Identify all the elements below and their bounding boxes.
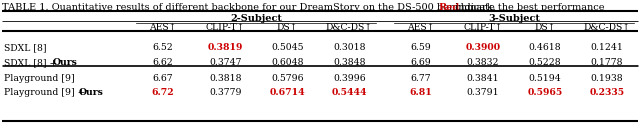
Text: AES↑: AES↑ [149, 23, 177, 32]
Text: SDXL [8]: SDXL [8] [4, 43, 47, 52]
Text: 0.3747: 0.3747 [209, 58, 241, 67]
Text: 0.5194: 0.5194 [529, 74, 561, 83]
Text: CLIP-T↑: CLIP-T↑ [463, 23, 502, 32]
Text: D&C-DS↑: D&C-DS↑ [584, 23, 630, 32]
Text: DS↑: DS↑ [534, 23, 556, 32]
Text: 0.3818: 0.3818 [209, 74, 241, 83]
Text: SDXL [8] +: SDXL [8] + [4, 58, 60, 67]
Text: 0.3779: 0.3779 [209, 88, 241, 97]
Text: 6.62: 6.62 [153, 58, 173, 67]
Text: Playground [9] +: Playground [9] + [4, 88, 88, 97]
Text: 0.1778: 0.1778 [591, 58, 623, 67]
Text: 0.3832: 0.3832 [467, 58, 499, 67]
Text: 0.6048: 0.6048 [271, 58, 303, 67]
Text: DS↑: DS↑ [276, 23, 298, 32]
Text: Ours: Ours [52, 58, 77, 67]
Text: 0.3848: 0.3848 [333, 58, 365, 67]
Text: CLIP-T↑: CLIP-T↑ [205, 23, 245, 32]
Text: 0.3841: 0.3841 [467, 74, 499, 83]
Text: 6.77: 6.77 [410, 74, 431, 83]
Text: indicate the best performance: indicate the best performance [452, 3, 605, 12]
Text: 0.5045: 0.5045 [271, 43, 303, 52]
Text: 0.3018: 0.3018 [333, 43, 365, 52]
Text: Ours: Ours [79, 88, 104, 97]
Text: 6.52: 6.52 [153, 43, 173, 52]
Text: 0.5444: 0.5444 [332, 88, 367, 97]
Text: 6.67: 6.67 [153, 74, 173, 83]
Text: 0.3900: 0.3900 [465, 43, 500, 52]
Text: AES↑: AES↑ [407, 23, 435, 32]
Text: 0.3819: 0.3819 [207, 43, 243, 52]
Text: Playground [9]: Playground [9] [4, 74, 75, 83]
Text: 3-Subject: 3-Subject [488, 14, 540, 23]
Text: 0.4618: 0.4618 [529, 43, 561, 52]
Text: 0.5796: 0.5796 [271, 74, 303, 83]
Text: 0.2335: 0.2335 [589, 88, 625, 97]
Text: 0.1938: 0.1938 [591, 74, 623, 83]
Text: TABLE 1. Quantitative results of different backbone for our DreamStory on the DS: TABLE 1. Quantitative results of differe… [2, 3, 499, 12]
Text: 0.6714: 0.6714 [269, 88, 305, 97]
Text: 6.59: 6.59 [410, 43, 431, 52]
Text: 0.3791: 0.3791 [467, 88, 499, 97]
Text: 2-Subject: 2-Subject [230, 14, 282, 23]
Text: 6.69: 6.69 [410, 58, 431, 67]
Text: 0.3996: 0.3996 [333, 74, 365, 83]
Text: D&C-DS↑: D&C-DS↑ [326, 23, 373, 32]
Text: Red: Red [439, 3, 460, 12]
Text: 0.5965: 0.5965 [527, 88, 563, 97]
Text: 6.72: 6.72 [152, 88, 174, 97]
Text: 0.5228: 0.5228 [529, 58, 561, 67]
Text: 6.81: 6.81 [410, 88, 432, 97]
Text: 0.1241: 0.1241 [591, 43, 623, 52]
